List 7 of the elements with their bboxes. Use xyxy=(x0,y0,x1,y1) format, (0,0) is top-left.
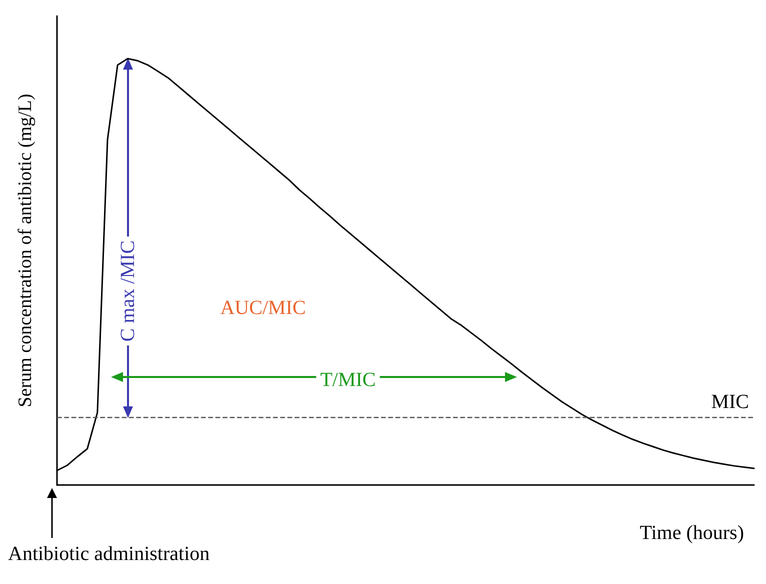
annotation: T/MIC xyxy=(320,369,376,391)
annotation: AUC/MIC xyxy=(220,297,306,319)
ref-line-label: MIC xyxy=(711,390,749,413)
y-axis-title: Serum concentration of antibiotic (mg/L) xyxy=(15,94,36,408)
x-axis-title: Time (hours) xyxy=(640,522,744,544)
annotation: C max /MIC xyxy=(117,240,139,342)
text: Antibiotic administration xyxy=(8,543,210,565)
